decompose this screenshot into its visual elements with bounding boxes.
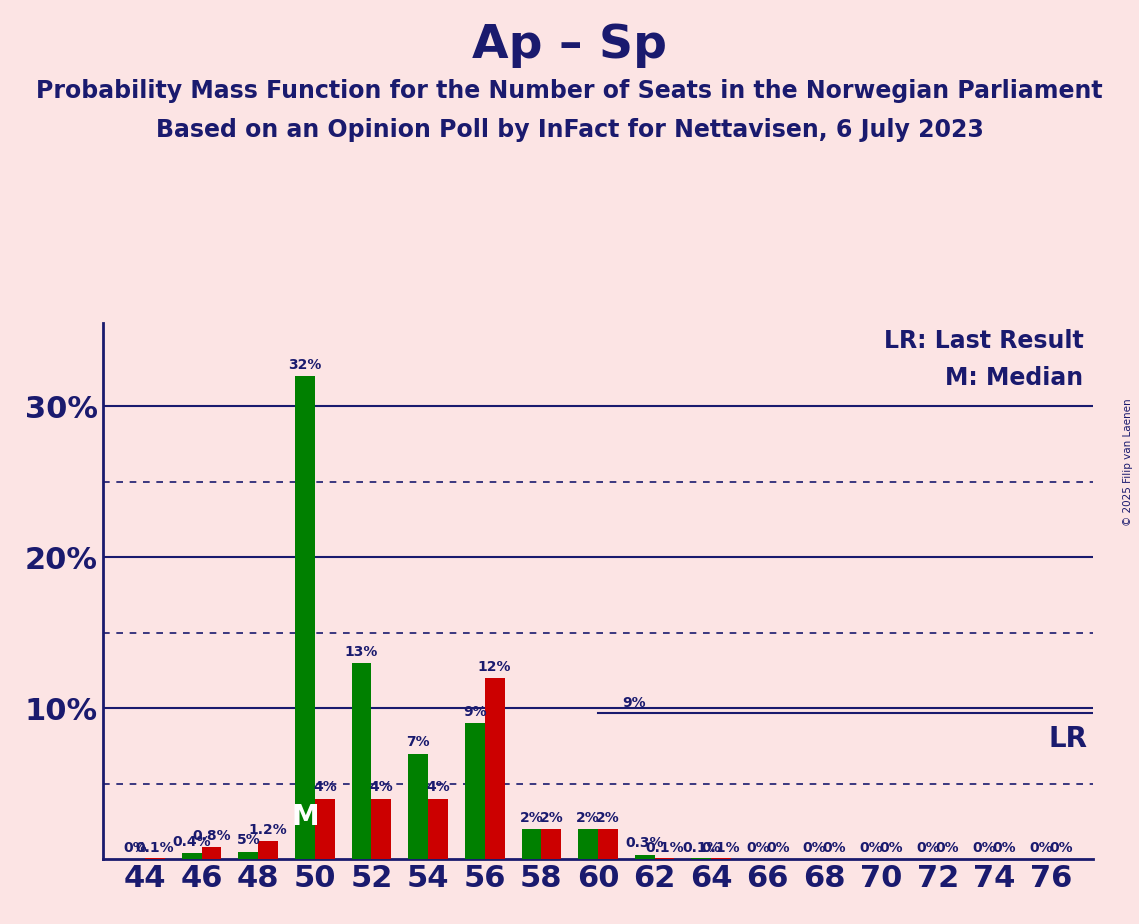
Text: M: M (292, 803, 319, 831)
Text: 9%: 9% (622, 696, 646, 710)
Bar (371, 799, 392, 859)
Text: 0.3%: 0.3% (625, 836, 664, 850)
Text: 0.4%: 0.4% (172, 834, 211, 849)
Text: 2%: 2% (540, 810, 563, 824)
Text: Probability Mass Function for the Number of Seats in the Norwegian Parliament: Probability Mass Function for the Number… (36, 79, 1103, 103)
Text: 1.2%: 1.2% (248, 822, 287, 836)
Text: 0%: 0% (765, 841, 789, 855)
Bar (691, 857, 711, 859)
Text: 0.1%: 0.1% (136, 841, 174, 855)
Text: 0%: 0% (992, 841, 1016, 855)
Text: 0%: 0% (916, 841, 940, 855)
Bar (634, 855, 655, 859)
Bar (259, 841, 278, 859)
Bar (352, 663, 371, 859)
Text: LR: LR (1049, 725, 1088, 753)
Bar (408, 754, 428, 859)
Text: 7%: 7% (407, 736, 431, 749)
Text: 0%: 0% (860, 841, 883, 855)
Bar (598, 829, 617, 859)
Text: 0%: 0% (822, 841, 846, 855)
Text: M: Median: M: Median (945, 366, 1083, 390)
Text: 0%: 0% (123, 841, 147, 855)
Text: 4%: 4% (369, 781, 393, 795)
Text: LR: Last Result: LR: Last Result (884, 329, 1083, 353)
Text: 0%: 0% (803, 841, 827, 855)
Bar (522, 829, 541, 859)
Bar (711, 857, 731, 859)
Text: 0.8%: 0.8% (192, 829, 231, 843)
Text: 9%: 9% (464, 705, 486, 719)
Bar (202, 847, 221, 859)
Text: 2%: 2% (576, 810, 600, 824)
Text: 4%: 4% (426, 781, 450, 795)
Text: 2%: 2% (519, 810, 543, 824)
Bar (465, 723, 485, 859)
Bar (541, 829, 562, 859)
Text: 0.1%: 0.1% (645, 841, 683, 855)
Text: 0%: 0% (936, 841, 959, 855)
Text: 32%: 32% (288, 358, 321, 371)
Text: 0%: 0% (746, 841, 770, 855)
Text: 13%: 13% (345, 645, 378, 659)
Text: © 2025 Filip van Laenen: © 2025 Filip van Laenen (1123, 398, 1133, 526)
Bar (485, 678, 505, 859)
Text: 12%: 12% (478, 660, 511, 674)
Text: Based on an Opinion Poll by InFact for Nettavisen, 6 July 2023: Based on an Opinion Poll by InFact for N… (156, 118, 983, 142)
Bar (314, 799, 335, 859)
Text: 0%: 0% (879, 841, 903, 855)
Text: 0%: 0% (1049, 841, 1073, 855)
Bar (238, 852, 259, 859)
Bar (655, 857, 674, 859)
Text: 2%: 2% (596, 810, 620, 824)
Text: Ap – Sp: Ap – Sp (472, 23, 667, 68)
Bar (145, 857, 165, 859)
Text: 0.1%: 0.1% (682, 841, 721, 855)
Bar (182, 853, 202, 859)
Text: 4%: 4% (313, 781, 337, 795)
Text: 5%: 5% (237, 833, 260, 847)
Text: 0%: 0% (1030, 841, 1052, 855)
Bar (295, 376, 314, 859)
Text: 0.1%: 0.1% (702, 841, 740, 855)
Bar (428, 799, 448, 859)
Text: 0%: 0% (973, 841, 997, 855)
Bar (579, 829, 598, 859)
